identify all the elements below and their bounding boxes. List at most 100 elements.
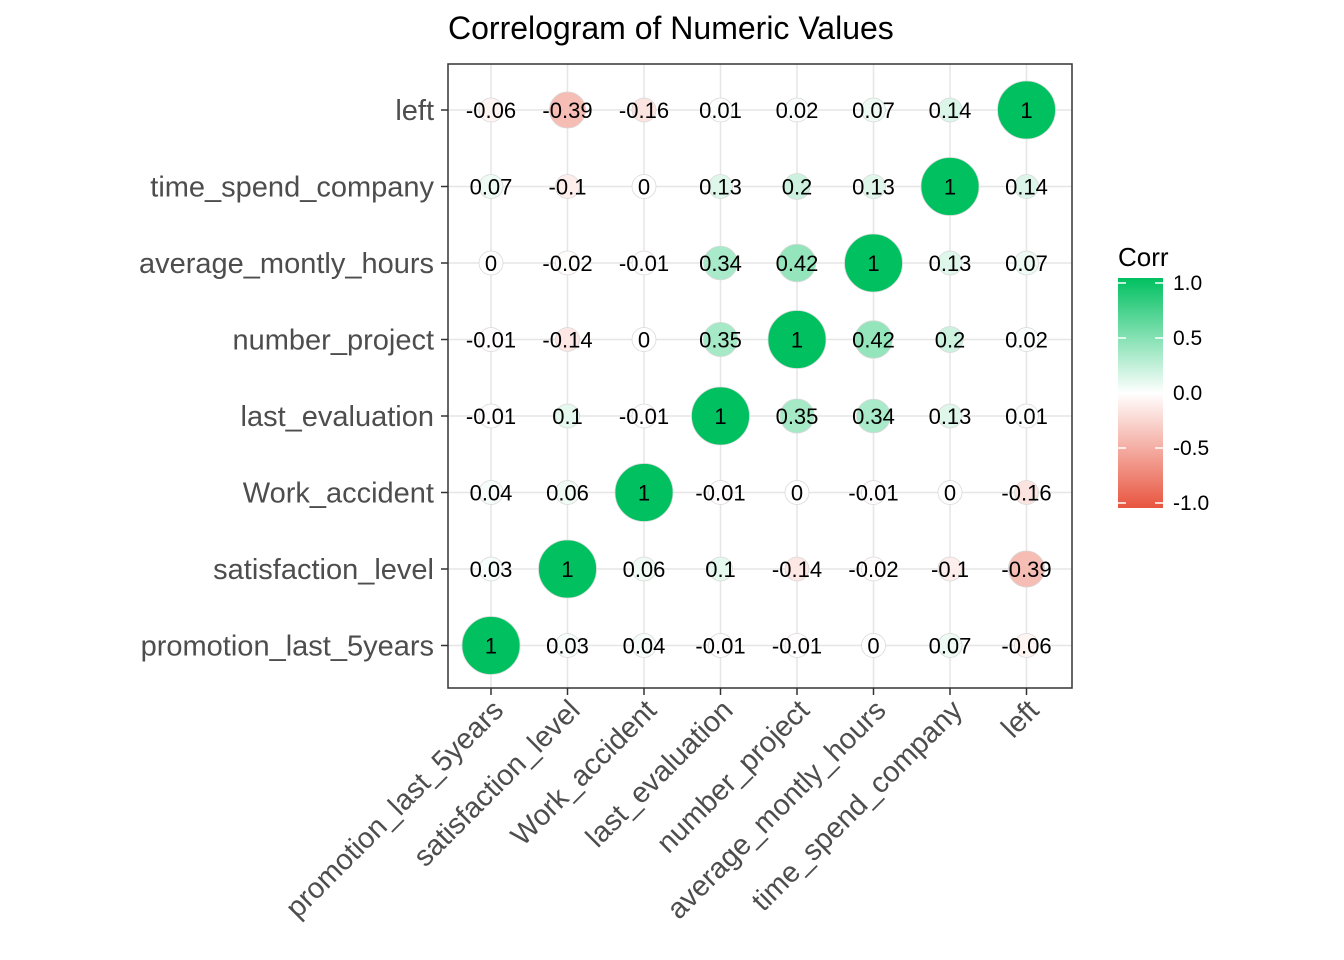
corr-circle-average_montly_hours-satisfaction_level <box>555 250 580 276</box>
corr-value-number_project-left: 0.02 <box>1005 328 1048 353</box>
legend-tick-label: 1.0 <box>1173 272 1202 295</box>
corr-value-left-left: 1 <box>1020 98 1032 123</box>
corr-value-time_spend_company-last_evaluation: 0.13 <box>699 175 742 200</box>
corr-circle-last_evaluation-last_evaluation <box>691 386 750 446</box>
corr-value-Work_accident-time_spend_company: 0 <box>944 481 956 506</box>
corr-circle-average_montly_hours-left <box>1014 250 1039 276</box>
corr-circle-time_spend_company-left <box>1014 174 1039 199</box>
corr-circle-satisfaction_level-number_project <box>784 556 810 582</box>
legend-tick-label: 0.5 <box>1173 327 1202 350</box>
legend-tick-label: -0.5 <box>1173 437 1209 460</box>
corr-circle-left-average_montly_hours <box>861 97 886 123</box>
corr-circle-time_spend_company-number_project <box>783 173 811 200</box>
corr-value-left-number_project: 0.02 <box>776 98 819 123</box>
corr-circle-last_evaluation-left <box>1014 403 1039 429</box>
corr-value-number_project-time_spend_company: 0.2 <box>935 328 966 353</box>
corr-circle-promotion_last_5years-satisfaction_level <box>555 633 580 658</box>
corr-value-number_project-satisfaction_level: -0.14 <box>542 328 592 353</box>
corr-value-number_project-number_project: 1 <box>791 328 803 353</box>
corr-value-average_montly_hours-satisfaction_level: -0.02 <box>542 251 592 276</box>
y-tick-label-time_spend_company: time_spend_company <box>150 172 434 204</box>
corr-circle-satisfaction_level-Work_accident <box>631 556 657 582</box>
corr-circle-average_montly_hours-promotion_last_5years <box>478 250 504 276</box>
corr-value-Work_accident-number_project: 0 <box>791 481 803 506</box>
corr-value-last_evaluation-average_montly_hours: 0.34 <box>852 404 895 429</box>
corr-circle-Work_accident-number_project <box>784 480 810 505</box>
corr-circle-left-time_spend_company <box>937 97 963 123</box>
corr-value-number_project-Work_accident: 0 <box>638 328 650 353</box>
corr-value-left-satisfaction_level: -0.39 <box>542 98 592 123</box>
corr-value-Work_accident-left: -0.16 <box>1001 481 1051 506</box>
corr-circle-average_montly_hours-last_evaluation <box>703 245 738 281</box>
corr-circle-left-promotion_last_5years <box>478 97 504 123</box>
y-tick-label-promotion_last_5years: promotion_last_5years <box>141 631 434 663</box>
corr-value-number_project-last_evaluation: 0.35 <box>699 328 742 353</box>
corr-circle-last_evaluation-promotion_last_5years <box>478 403 504 429</box>
corr-value-Work_accident-last_evaluation: -0.01 <box>695 481 745 506</box>
corr-value-satisfaction_level-last_evaluation: 0.1 <box>705 557 736 582</box>
corr-value-left-promotion_last_5years: -0.06 <box>466 98 516 123</box>
corr-circle-number_project-left <box>1014 327 1039 352</box>
corr-circle-satisfaction_level-last_evaluation <box>708 556 733 582</box>
corr-circle-number_project-satisfaction_level <box>555 327 580 352</box>
corr-value-last_evaluation-satisfaction_level: 0.1 <box>552 404 583 429</box>
y-tick-label-Work_accident: Work_accident <box>243 478 434 510</box>
corr-value-Work_accident-promotion_last_5years: 0.04 <box>470 481 513 506</box>
corr-circle-last_evaluation-satisfaction_level <box>555 403 580 429</box>
gridlines <box>448 64 1072 688</box>
corr-circle-promotion_last_5years-time_spend_company <box>937 633 963 658</box>
corr-circle-left-number_project <box>784 97 810 123</box>
corr-value-average_montly_hours-left: 0.07 <box>1005 251 1048 276</box>
corr-value-time_spend_company-left: 0.14 <box>1005 175 1048 200</box>
y-tick-label-satisfaction_level: satisfaction_level <box>213 554 434 586</box>
corr-circle-time_spend_company-time_spend_company <box>920 157 980 216</box>
corr-circle-promotion_last_5years-average_montly_hours <box>861 633 886 658</box>
corr-circle-last_evaluation-number_project <box>779 398 815 434</box>
corr-circle-left-last_evaluation <box>708 97 733 123</box>
corr-value-left-time_spend_company: 0.14 <box>929 98 972 123</box>
corr-value-last_evaluation-promotion_last_5years: -0.01 <box>466 404 516 429</box>
legend-tick-label: 0.0 <box>1173 382 1202 405</box>
corr-value-satisfaction_level-number_project: -0.14 <box>772 557 822 582</box>
corr-circle-number_project-last_evaluation <box>702 321 739 358</box>
corr-circle-time_spend_company-average_montly_hours <box>861 174 886 199</box>
corr-circle-number_project-average_montly_hours <box>854 320 893 359</box>
corr-value-last_evaluation-last_evaluation: 1 <box>714 404 726 429</box>
x-tick-label-left: left <box>995 694 1045 744</box>
corr-value-promotion_last_5years-average_montly_hours: 0 <box>867 634 879 659</box>
corr-circle-satisfaction_level-time_spend_company <box>937 556 963 582</box>
corr-value-average_montly_hours-Work_accident: -0.01 <box>619 251 669 276</box>
corr-circle-time_spend_company-last_evaluation <box>708 174 733 199</box>
corr-value-promotion_last_5years-last_evaluation: -0.01 <box>695 634 745 659</box>
axes: left time_spend_company average_montly_hou… <box>139 95 1045 926</box>
corr-circle-promotion_last_5years-left <box>1014 633 1039 658</box>
corr-value-satisfaction_level-left: -0.39 <box>1001 557 1051 582</box>
corr-circle-Work_accident-left <box>1014 480 1039 505</box>
corr-circle-Work_accident-time_spend_company <box>937 480 963 505</box>
corr-value-last_evaluation-time_spend_company: 0.13 <box>929 404 972 429</box>
corr-circle-average_montly_hours-average_montly_hours <box>844 233 903 293</box>
corr-value-promotion_last_5years-Work_accident: 0.04 <box>623 634 666 659</box>
y-tick-label-number_project: number_project <box>233 325 435 357</box>
corr-value-left-average_montly_hours: 0.07 <box>852 98 895 123</box>
corr-circle-satisfaction_level-promotion_last_5years <box>478 556 504 582</box>
corr-circle-Work_accident-average_montly_hours <box>861 480 886 505</box>
corr-value-time_spend_company-number_project: 0.2 <box>782 175 813 200</box>
corr-circle-promotion_last_5years-promotion_last_5years <box>461 616 521 675</box>
corr-value-left-last_evaluation: 0.01 <box>699 98 742 123</box>
corr-value-time_spend_company-time_spend_company: 1 <box>944 175 956 200</box>
corr-circle-satisfaction_level-satisfaction_level <box>538 539 597 599</box>
corr-circle-average_montly_hours-Work_accident <box>631 250 657 276</box>
corr-circle-Work_accident-last_evaluation <box>708 480 733 505</box>
corr-circle-promotion_last_5years-last_evaluation <box>708 633 733 658</box>
corr-value-left-Work_accident: -0.16 <box>619 98 669 123</box>
corr-value-promotion_last_5years-left: -0.06 <box>1001 634 1051 659</box>
corr-circle-promotion_last_5years-Work_accident <box>631 633 657 658</box>
corr-value-promotion_last_5years-promotion_last_5years: 1 <box>485 634 497 659</box>
corr-circle-Work_accident-satisfaction_level <box>555 480 580 505</box>
corr-value-satisfaction_level-Work_accident: 0.06 <box>623 557 666 582</box>
corr-value-average_montly_hours-number_project: 0.42 <box>776 251 819 276</box>
corr-circle-satisfaction_level-average_montly_hours <box>861 556 886 582</box>
